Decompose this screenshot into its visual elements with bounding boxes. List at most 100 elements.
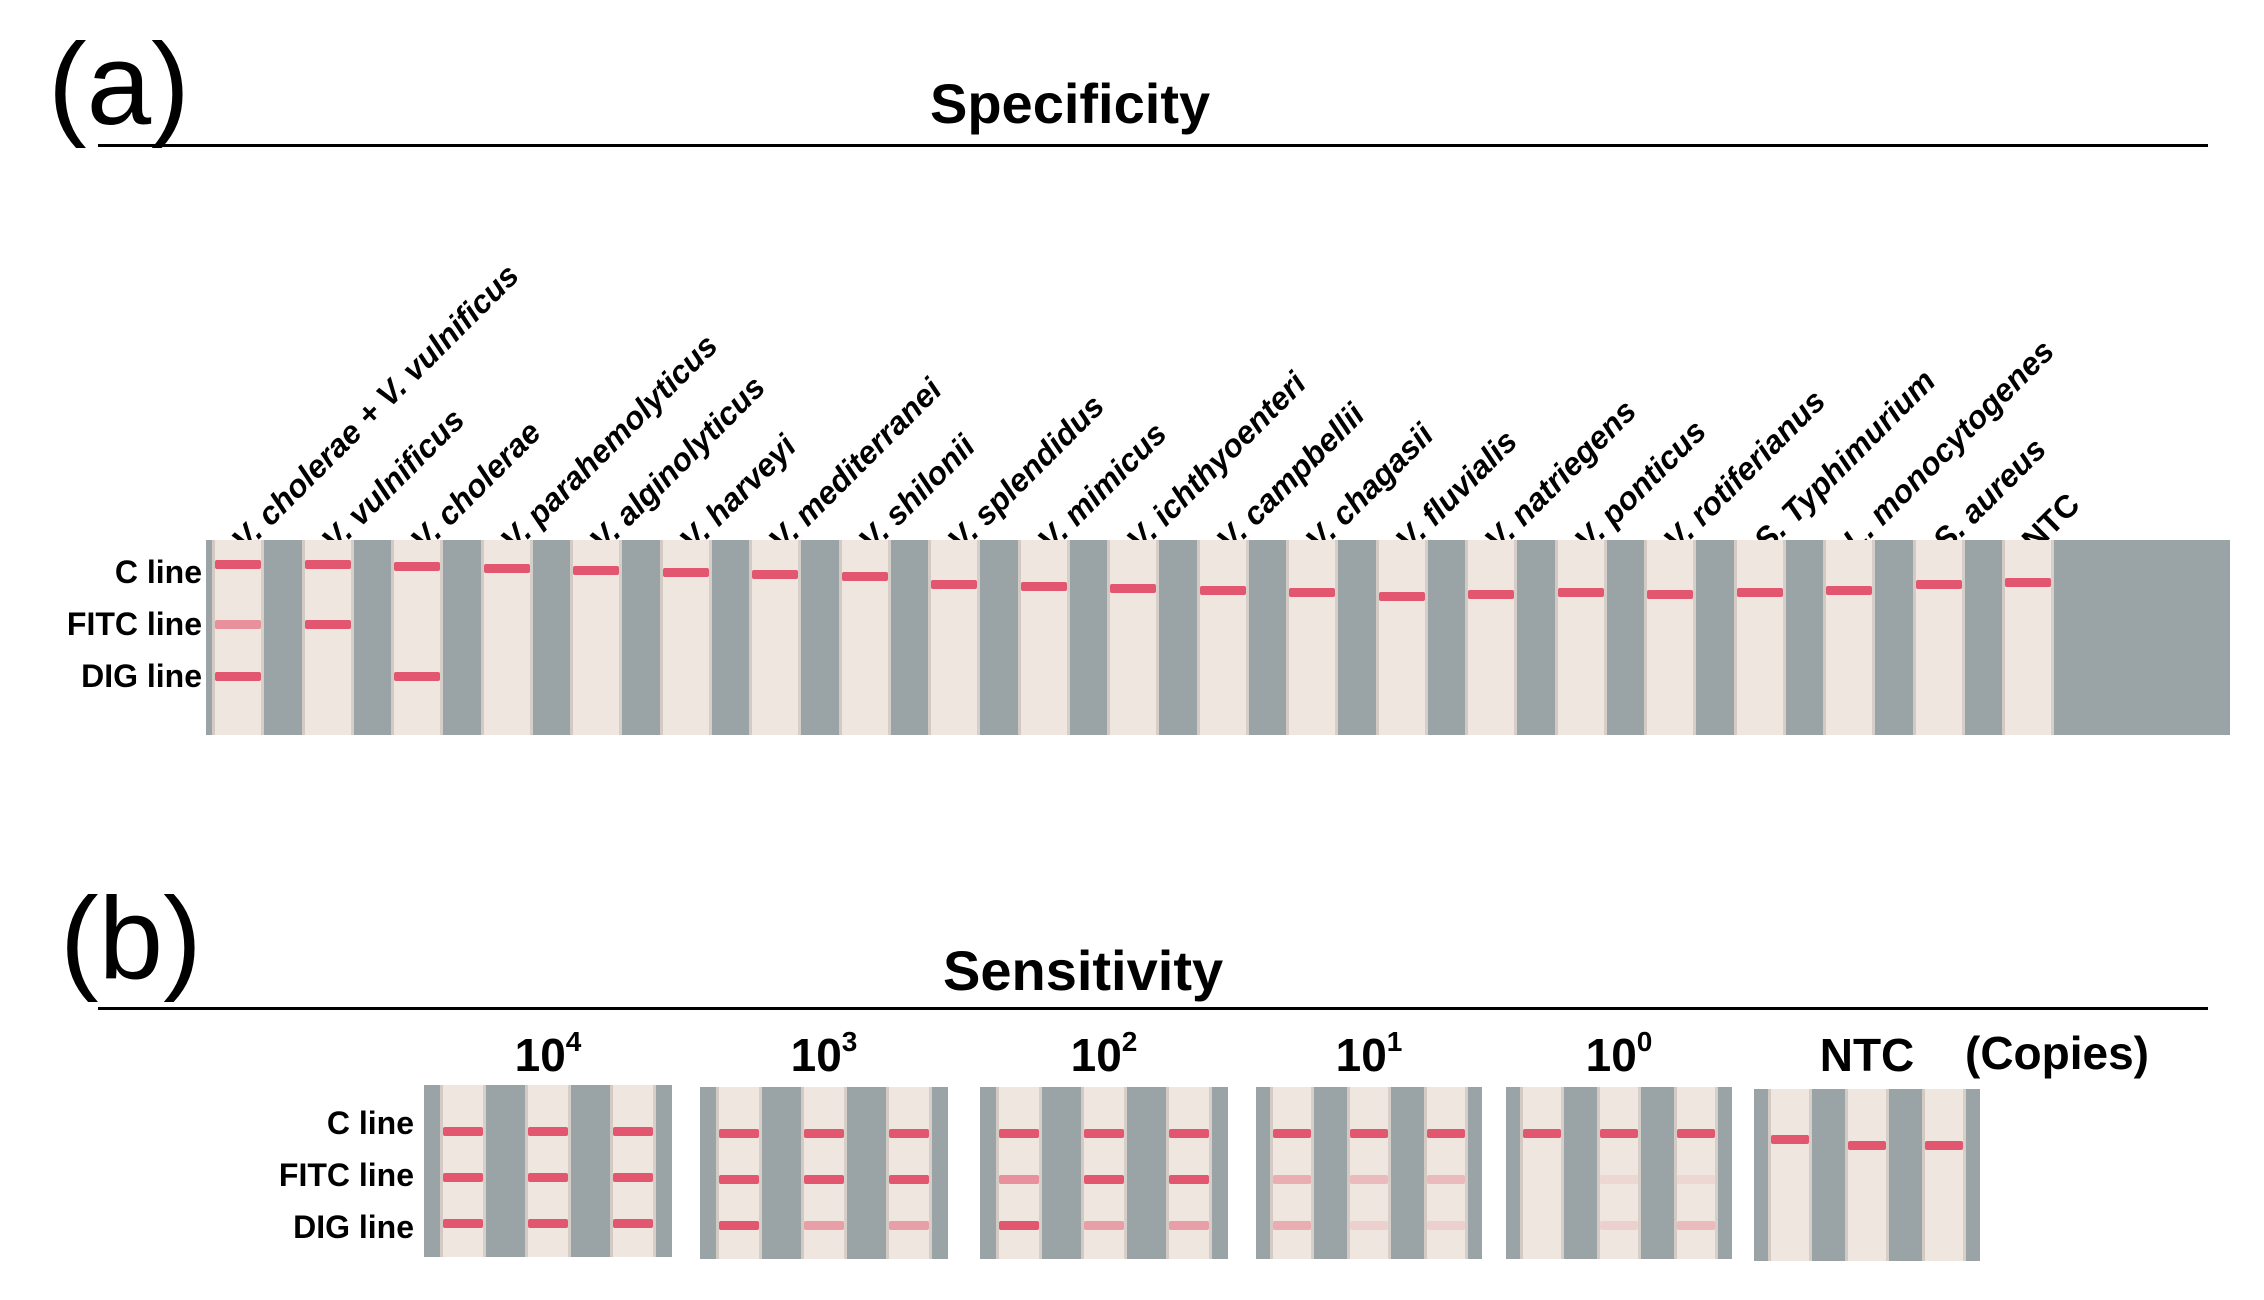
fitc-line-band bbox=[1427, 1175, 1465, 1184]
dig-line-band bbox=[394, 672, 440, 681]
line-label-dig: DIG line bbox=[293, 1209, 414, 1245]
dig-line-band bbox=[1273, 1221, 1311, 1230]
concentration-label: 104 bbox=[514, 1026, 582, 1081]
test-strip bbox=[928, 540, 980, 735]
copies-label: (Copies) bbox=[1965, 1027, 2149, 1079]
test-strip bbox=[838, 540, 891, 735]
sensitivity-strip-photo bbox=[980, 1087, 1228, 1259]
test-strip bbox=[1922, 1089, 1966, 1261]
test-strip bbox=[212, 540, 264, 735]
c-line-band bbox=[1427, 1129, 1465, 1138]
test-strip bbox=[1166, 1087, 1212, 1259]
test-strip bbox=[1823, 540, 1875, 735]
test-strip bbox=[1286, 540, 1338, 735]
dig-line-band bbox=[999, 1221, 1039, 1230]
sensitivity-strip-photo bbox=[1754, 1089, 1980, 1261]
lane-label: V. rotiferianus bbox=[1656, 382, 1833, 559]
c-line-band bbox=[1273, 1129, 1311, 1138]
test-strip bbox=[525, 1085, 571, 1257]
concentration-label: 102 bbox=[1070, 1026, 1138, 1081]
concentration-label: 101 bbox=[1335, 1026, 1403, 1081]
dig-line-band bbox=[719, 1221, 759, 1230]
lane-label: V. splendidus bbox=[940, 387, 1112, 559]
fitc-line-band bbox=[1169, 1175, 1209, 1184]
c-line-band bbox=[528, 1127, 568, 1136]
c-line-band bbox=[1771, 1135, 1809, 1144]
c-line-band bbox=[1826, 586, 1872, 595]
test-strip bbox=[1270, 1087, 1314, 1259]
c-line-band bbox=[443, 1127, 483, 1136]
panel-a-divider bbox=[98, 144, 2208, 147]
c-line-band bbox=[1020, 582, 1067, 591]
panel-a-title: Specificity bbox=[930, 72, 1211, 135]
c-line-band bbox=[1557, 588, 1604, 597]
c-line-band bbox=[483, 564, 530, 573]
c-line-band bbox=[804, 1129, 844, 1138]
dig-line-band bbox=[528, 1219, 568, 1228]
c-line-band bbox=[1915, 580, 1962, 589]
line-label-c: C line bbox=[326, 1105, 414, 1141]
dig-line-band bbox=[889, 1221, 929, 1230]
c-line-band bbox=[1523, 1129, 1561, 1138]
fitc-line-band bbox=[1273, 1175, 1311, 1184]
fitc-line-band bbox=[719, 1175, 759, 1184]
test-strip bbox=[2002, 540, 2054, 735]
test-strip bbox=[1375, 540, 1428, 735]
fitc-line-band bbox=[1084, 1175, 1124, 1184]
test-strip bbox=[1107, 540, 1159, 735]
dig-line-band bbox=[1427, 1221, 1465, 1230]
dig-line-band bbox=[804, 1221, 844, 1230]
c-line-band bbox=[1350, 1129, 1388, 1138]
line-label-c: C line bbox=[114, 554, 202, 590]
dig-line-band bbox=[1350, 1221, 1388, 1230]
dig-line-band bbox=[1084, 1221, 1124, 1230]
test-strip bbox=[570, 540, 622, 735]
c-line-band bbox=[1378, 592, 1425, 601]
panel-a-letter: (a) bbox=[48, 19, 190, 149]
c-line-band bbox=[931, 580, 977, 589]
test-strip bbox=[1520, 1087, 1564, 1259]
c-line-band bbox=[573, 566, 619, 575]
c-line-band bbox=[2005, 578, 2051, 587]
c-line-band bbox=[1468, 590, 1514, 599]
test-strip bbox=[480, 540, 533, 735]
c-line-band bbox=[1848, 1141, 1886, 1150]
c-line-band bbox=[889, 1129, 929, 1138]
test-strip bbox=[391, 540, 443, 735]
c-line-band bbox=[1084, 1129, 1124, 1138]
c-line-band bbox=[719, 1129, 759, 1138]
test-strip bbox=[716, 1087, 762, 1259]
fitc-line-band bbox=[443, 1173, 483, 1182]
test-strip bbox=[996, 1087, 1042, 1259]
c-line-band bbox=[1677, 1129, 1715, 1138]
c-line-band bbox=[613, 1127, 653, 1136]
dig-line-band bbox=[1600, 1221, 1638, 1230]
fitc-line-band bbox=[528, 1173, 568, 1182]
fitc-line-band bbox=[613, 1173, 653, 1182]
line-label-fitc: FITC line bbox=[278, 1157, 414, 1193]
fitc-line-band bbox=[999, 1175, 1039, 1184]
line-label-dig: DIG line bbox=[81, 658, 202, 694]
c-line-band bbox=[1736, 588, 1783, 597]
line-label-fitc: FITC line bbox=[66, 606, 202, 642]
panel-b-title: Sensitivity bbox=[943, 939, 1224, 1002]
c-line-band bbox=[1647, 590, 1693, 599]
dig-line-band bbox=[613, 1219, 653, 1228]
test-strip bbox=[1768, 1089, 1812, 1261]
c-line-band bbox=[1289, 588, 1335, 597]
test-strip bbox=[1845, 1089, 1889, 1261]
test-strip bbox=[1597, 1087, 1641, 1259]
c-line-band bbox=[1110, 584, 1156, 593]
fitc-line-band bbox=[1350, 1175, 1388, 1184]
test-strip bbox=[1644, 540, 1696, 735]
test-strip bbox=[659, 540, 712, 735]
test-strip bbox=[1465, 540, 1517, 735]
test-strip bbox=[1081, 1087, 1127, 1259]
concentration-label: 100 bbox=[1585, 1026, 1653, 1081]
test-strip bbox=[749, 540, 801, 735]
c-line-band bbox=[1600, 1129, 1638, 1138]
test-strip bbox=[440, 1085, 486, 1257]
test-strip bbox=[1733, 540, 1786, 735]
fitc-line-band bbox=[889, 1175, 929, 1184]
dig-line-band bbox=[215, 672, 261, 681]
